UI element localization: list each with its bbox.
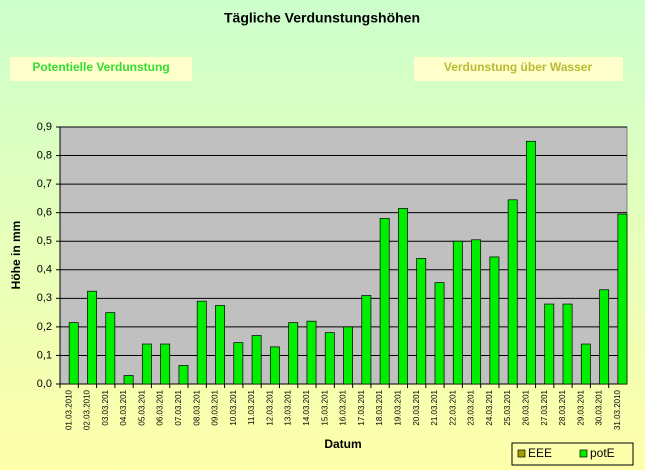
x-tick-label: 14.03.201 [302, 389, 311, 425]
x-tick-label: 27.03.201 [540, 389, 549, 425]
button-label[interactable]: Potentielle Verdunstung [32, 60, 169, 74]
y-tick-label: 0,1 [37, 349, 52, 361]
bar [434, 282, 445, 385]
x-tick-label: 06.03.201 [156, 389, 165, 425]
legend-box [511, 442, 634, 466]
button[interactable]: Verdunstung über Wasser [414, 57, 623, 81]
bar [160, 343, 171, 385]
y-tick-label: 0,7 [37, 178, 52, 190]
x-tick-label: 03.03.201 [101, 389, 110, 425]
bar [471, 239, 482, 385]
x-tick-label: 24.03.201 [485, 389, 494, 425]
bar [343, 326, 353, 385]
bar [123, 375, 134, 385]
bar [215, 305, 225, 385]
bar [452, 240, 463, 385]
x-tick-label: 01.03.2010 [64, 389, 73, 430]
y-tick-label: 0,2 [37, 321, 52, 333]
bar [580, 343, 591, 385]
y-tick-label: 0,5 [37, 235, 52, 247]
button-label[interactable]: Verdunstung über Wasser [444, 60, 593, 74]
x-tick-label: 22.03.201 [448, 389, 457, 425]
bar [361, 295, 372, 385]
legend-label: potE [590, 446, 615, 460]
bar [489, 256, 500, 385]
x-tick-label: 04.03.201 [119, 389, 128, 425]
x-tick-label: 16.03.201 [339, 389, 348, 425]
x-tick-label: 08.03.201 [192, 389, 201, 425]
bar [544, 303, 555, 385]
bar [87, 290, 97, 385]
x-tick-label: 25.03.201 [503, 389, 512, 425]
bar [141, 343, 152, 385]
bar [379, 218, 390, 385]
bar [599, 289, 610, 385]
x-tick-label: 02.03.2010 [83, 389, 92, 430]
y-tick-label: 0,0 [37, 378, 52, 390]
bar [562, 303, 573, 385]
legend-label: EEE [528, 446, 552, 460]
bar [416, 258, 427, 385]
bar [288, 322, 299, 385]
y-tick-label: 0,3 [37, 292, 52, 304]
x-tick-label: 20.03.201 [412, 389, 421, 425]
button[interactable]: Potentielle Verdunstung [10, 57, 192, 81]
y-tick-label: 0,9 [37, 121, 52, 133]
x-tick-label: 29.03.201 [576, 389, 585, 425]
y-axis-label: Höhe in mm [9, 221, 23, 290]
bar [306, 320, 317, 385]
bar [526, 140, 536, 385]
chart-title: Tägliche Verdunstungshöhen [224, 10, 420, 26]
bar [233, 342, 244, 385]
bar [398, 208, 408, 385]
x-tick-label: 09.03.201 [211, 389, 220, 425]
x-tick-label: 26.03.201 [522, 389, 531, 425]
x-tick-label: 21.03.201 [430, 389, 439, 425]
x-tick-label: 05.03.201 [137, 389, 146, 425]
x-tick-label: 13.03.201 [284, 389, 293, 425]
bar [617, 213, 628, 385]
x-tick-label: 19.03.201 [393, 389, 402, 425]
y-tick-label: 0,4 [37, 264, 52, 276]
bar [269, 346, 280, 385]
button-bg[interactable] [414, 57, 623, 81]
button-bg[interactable] [10, 57, 192, 81]
bar [324, 332, 335, 385]
x-axis-label: Datum [324, 437, 361, 451]
x-tick-label: 23.03.201 [467, 389, 476, 425]
y-tick-label: 0,6 [37, 207, 52, 219]
x-tick-label: 31.03.2010 [613, 389, 622, 430]
x-tick-label: 07.03.201 [174, 389, 183, 425]
x-tick-label: 11.03.201 [247, 389, 256, 425]
bar [178, 365, 189, 385]
x-tick-label: 17.03.201 [357, 389, 366, 425]
x-tick-label: 28.03.201 [558, 389, 567, 425]
x-tick-label: 15.03.201 [320, 389, 329, 425]
bar [196, 300, 207, 385]
y-tick-label: 0,8 [37, 149, 52, 161]
x-tick-label: 10.03.201 [229, 389, 238, 425]
bar [507, 199, 518, 385]
x-tick-label: 18.03.201 [375, 389, 384, 425]
x-tick-label: 12.03.201 [265, 389, 274, 425]
legend-swatch [579, 449, 588, 458]
x-tick-label: 30.03.201 [595, 389, 604, 425]
bar [105, 312, 116, 385]
bar [251, 335, 262, 385]
legend-swatch [517, 449, 526, 458]
bar [68, 322, 79, 385]
